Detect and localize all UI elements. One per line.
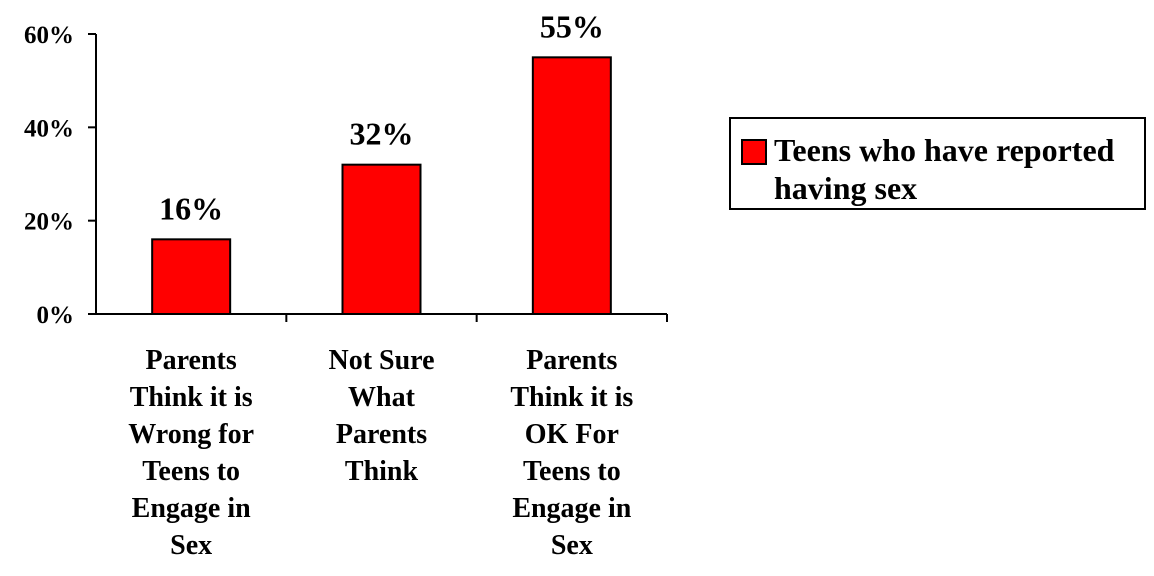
y-tick-label: 40% bbox=[24, 115, 74, 142]
bar-value-label: 16% bbox=[159, 190, 223, 226]
bar bbox=[341, 163, 422, 315]
y-tick-label: 0% bbox=[37, 302, 75, 329]
bar-value-label: 32% bbox=[350, 116, 414, 152]
bar bbox=[151, 238, 232, 315]
bars-layer bbox=[151, 56, 612, 315]
bar-value-label: 55% bbox=[540, 8, 604, 44]
y-tick-label: 20% bbox=[24, 209, 74, 236]
x-category-label: Parents Think it is OK For Teens to Engage i… bbox=[510, 345, 633, 561]
y-tick-label: 60% bbox=[24, 22, 74, 49]
labels-layer: 16% 32% 55% 0% 20% 40% 60% Parents Think it is Wr… bbox=[24, 8, 633, 561]
x-category-label: Parents Think it is Wrong for Teens to Engag… bbox=[128, 345, 254, 561]
bar bbox=[531, 56, 612, 315]
axes-layer bbox=[88, 33, 668, 322]
legend-label: Teens who have reported having sex bbox=[774, 132, 1115, 206]
x-category-label: Not Sure What Parents Think bbox=[328, 345, 434, 487]
chart-legend: Teens who have reported having sex bbox=[729, 117, 1146, 210]
legend-swatch bbox=[741, 139, 767, 165]
